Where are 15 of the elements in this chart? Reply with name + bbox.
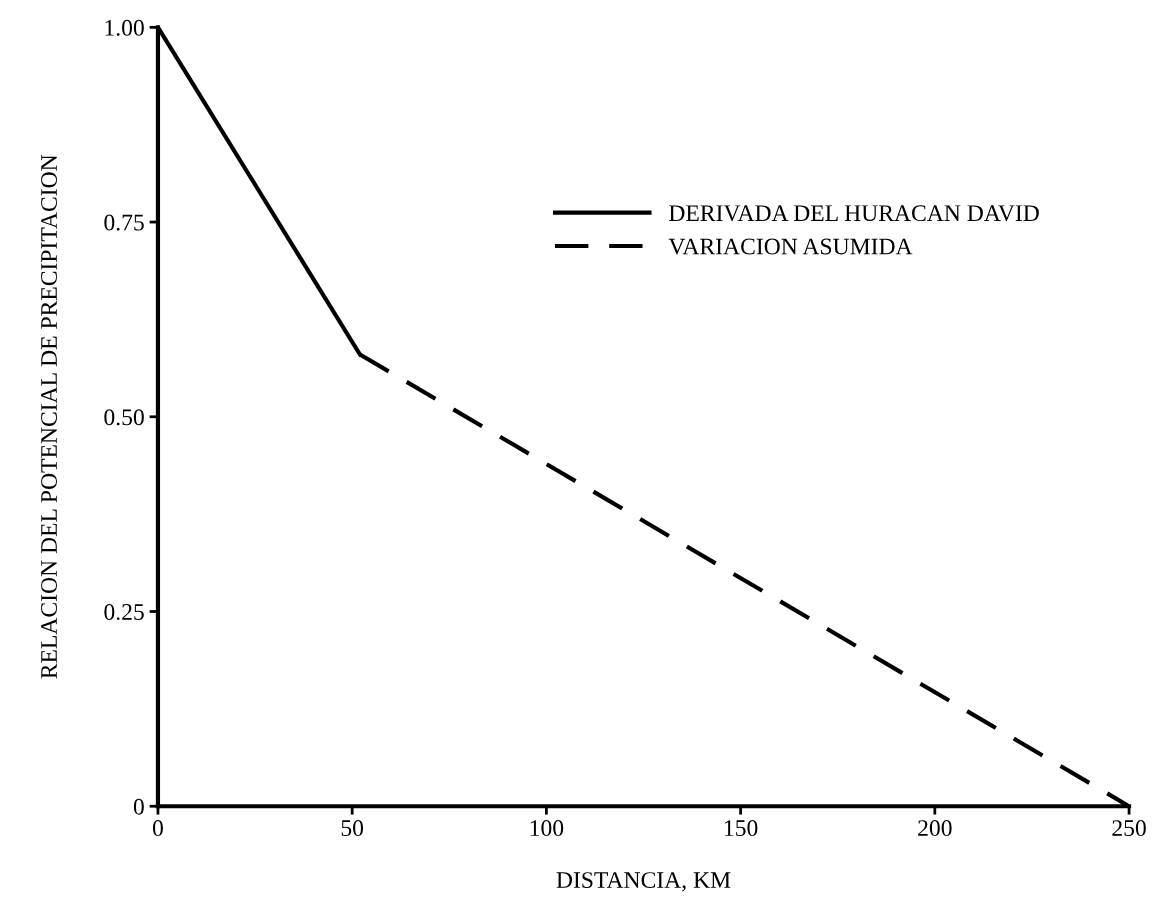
x-tick-label: 250 [1112,820,1146,837]
x-tick-label: 150 [724,820,758,837]
x-tick-label: 200 [918,820,952,837]
x-tick-label: 0 [152,820,163,837]
legend-label: DERIVADA DEL HURACAN DAVID [669,205,1039,222]
y-tick-label: 0.25 [104,604,144,621]
y-tick-label: 0.50 [104,409,144,426]
y-tick-label: 0 [133,798,144,815]
y-tick-label: 0.75 [104,214,144,231]
x-tick-label: 100 [530,820,564,837]
x-axis-title: DISTANCIA, KM [556,872,731,892]
legend-label: VARIACION ASUMIDA [668,238,913,255]
y-tick-label: 1.00 [105,19,144,36]
y-axis-title: RELACION DEL POTENCIAL DE PRECIPITACION [41,154,57,679]
x-tick-label: 50 [341,820,364,837]
